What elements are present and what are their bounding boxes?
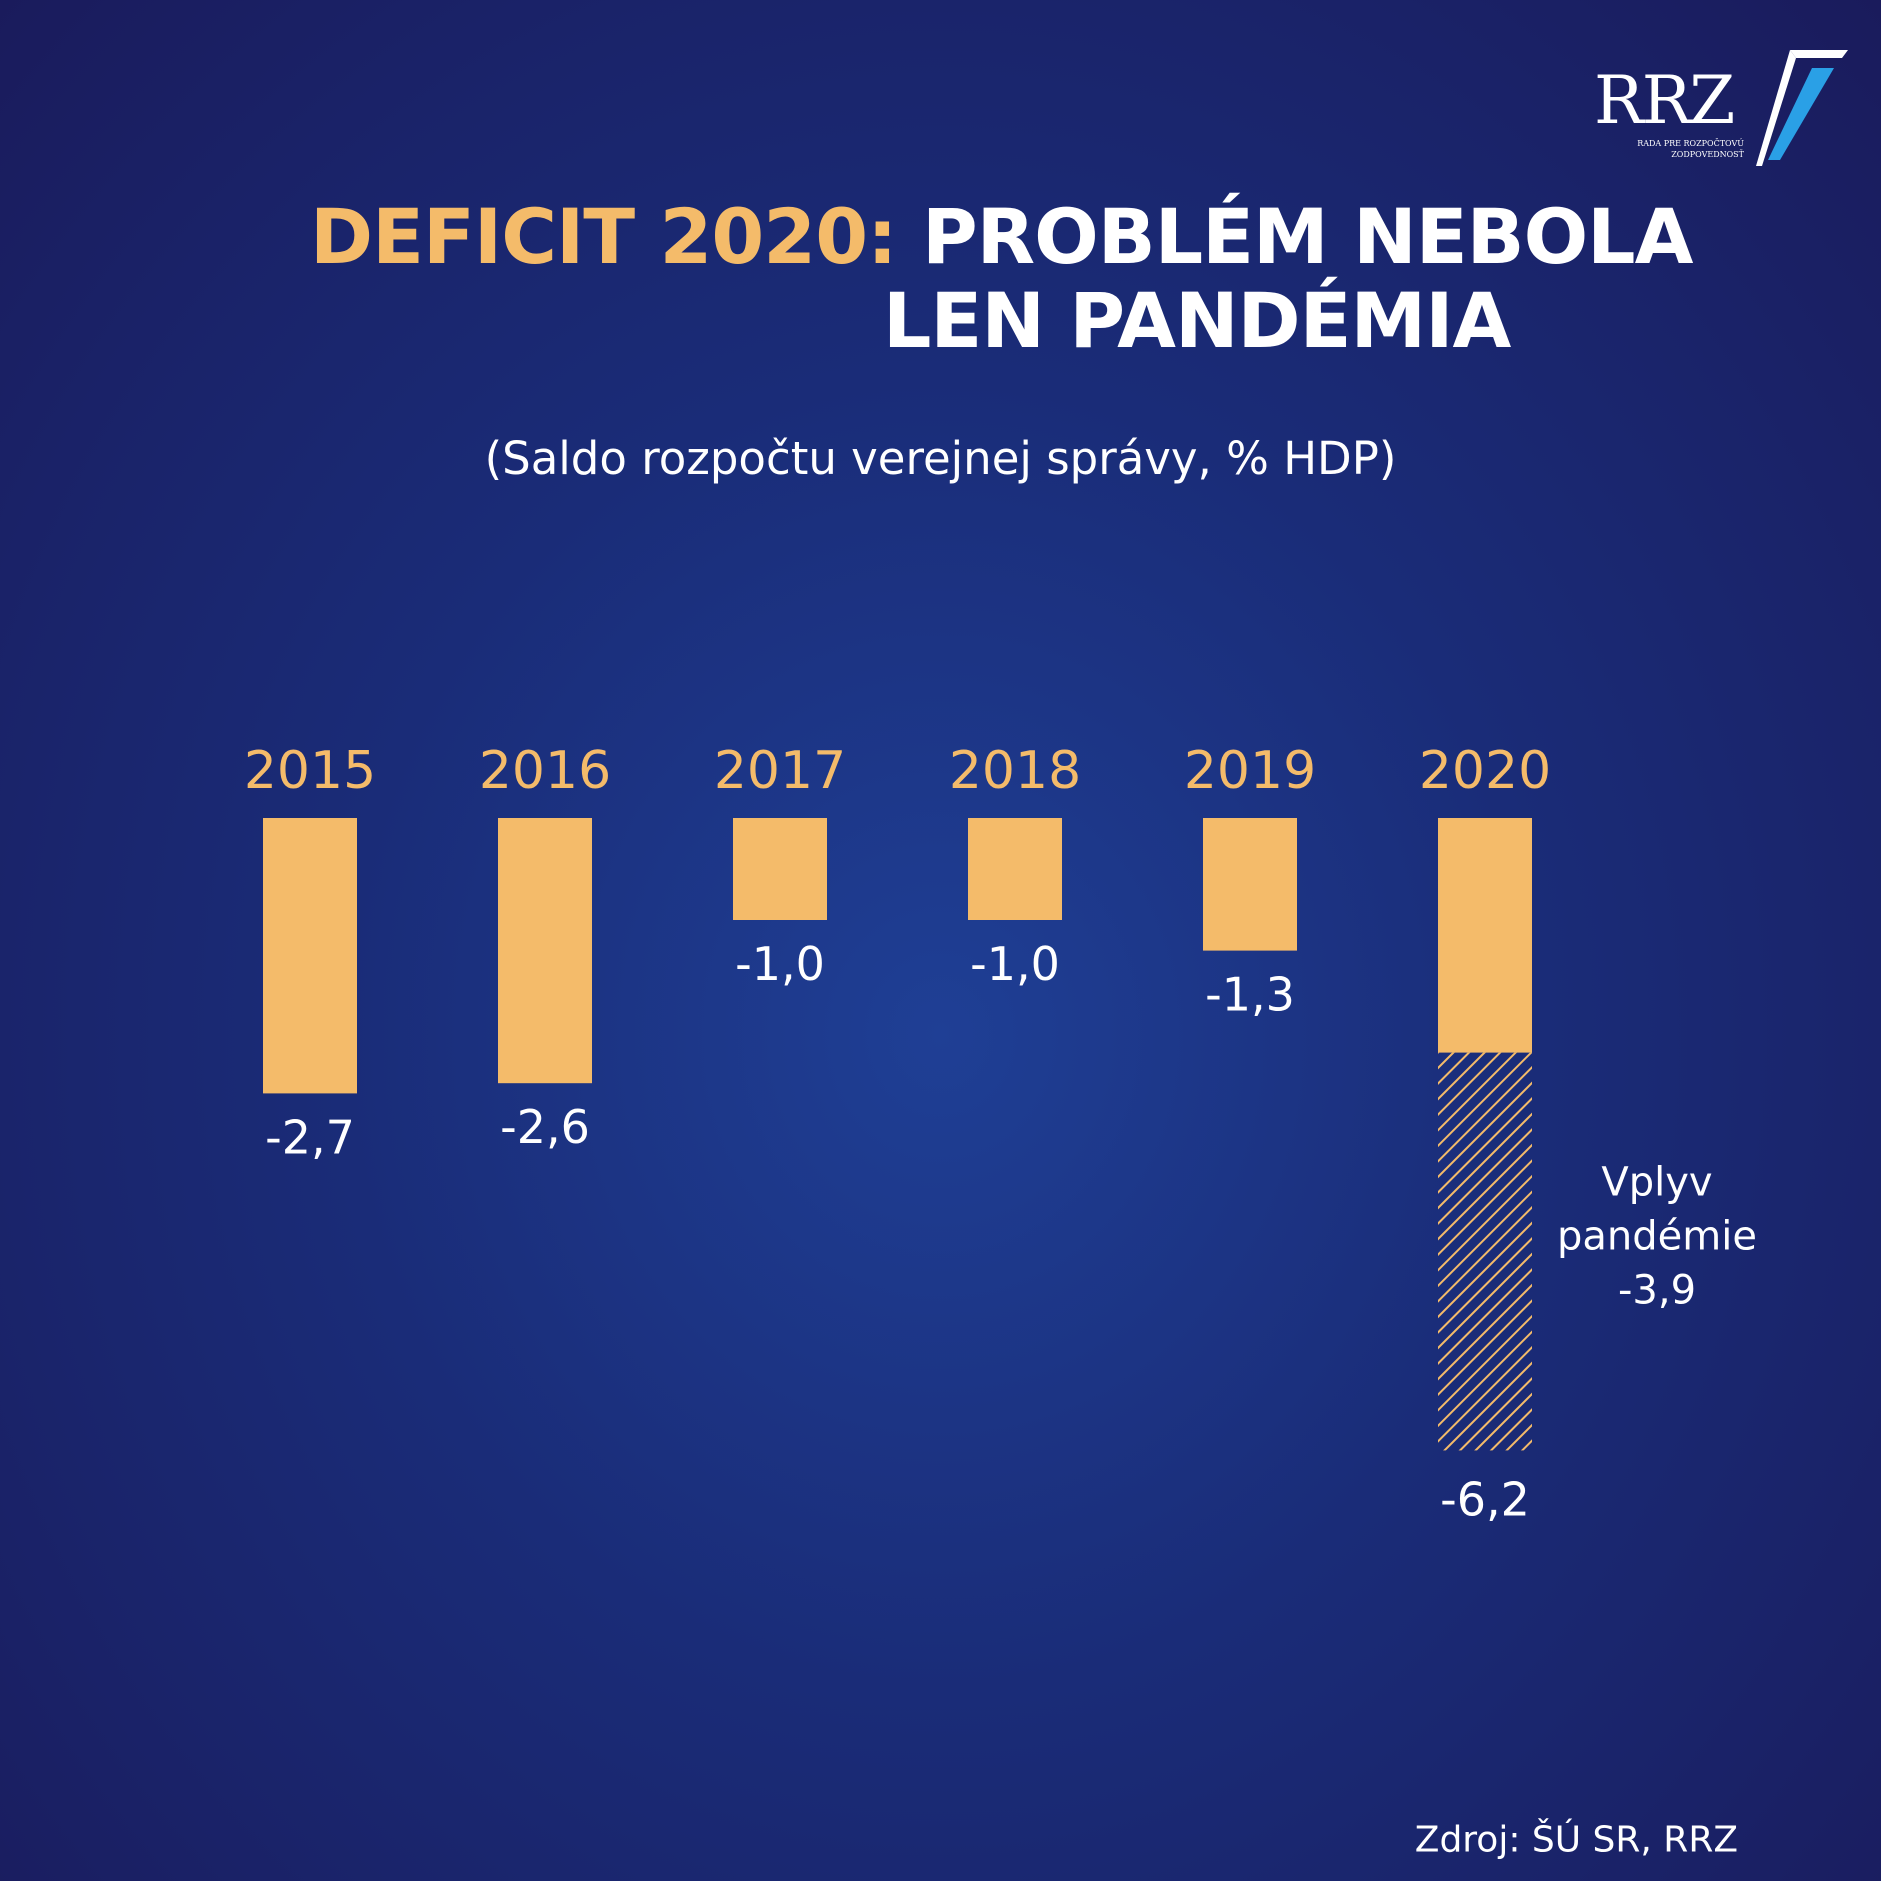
rrz-logo: RRZ RADA PRE ROZPOČTOVÚ ZODPOVEDNOSŤ	[1590, 38, 1860, 178]
value-label-2019: -1,3	[1205, 968, 1295, 1022]
category-label-2017: 2017	[714, 741, 846, 801]
bar-2018	[968, 818, 1062, 920]
logo-text: RRZ	[1594, 62, 1735, 139]
title-line1: PROBLÉM NEBOLA	[921, 192, 1693, 281]
value-label-2020: -6,2	[1440, 1472, 1530, 1526]
title-line2: LEN PANDÉMIA	[883, 276, 1511, 365]
bar-2017	[733, 818, 827, 920]
chart-subtitle: (Saldo rozpočtu verejnej správy, % HDP)	[484, 432, 1397, 485]
category-label-2018: 2018	[949, 741, 1081, 801]
title-accent: DEFICIT 2020:	[310, 192, 897, 281]
bar-2020-base	[1438, 818, 1532, 1053]
annotation-value: -3,9	[1618, 1268, 1696, 1314]
value-label-2017: -1,0	[735, 937, 825, 991]
logo-subtitle-line1: RADA PRE ROZPOČTOVÚ	[1637, 139, 1744, 148]
category-label-2019: 2019	[1184, 741, 1316, 801]
logo-mark-icon	[1756, 50, 1848, 166]
logo-subtitle: RADA PRE ROZPOČTOVÚ ZODPOVEDNOSŤ	[1594, 138, 1744, 160]
bar-2020-pandemic	[1438, 1052, 1532, 1451]
bar-2019	[1203, 818, 1297, 951]
bar-2015	[263, 818, 357, 1094]
annotation-line1: Vplyv	[1601, 1160, 1712, 1206]
chart-title: DEFICIT 2020: PROBLÉM NEBOLA LEN PANDÉMI…	[310, 192, 1693, 365]
logo-subtitle-line2: ZODPOVEDNOSŤ	[1671, 150, 1744, 159]
annotation-line2: pandémie	[1557, 1214, 1757, 1260]
category-label-2016: 2016	[479, 741, 611, 801]
value-label-2018: -1,0	[970, 937, 1060, 991]
category-label-2015: 2015	[244, 741, 376, 801]
value-label-2015: -2,7	[265, 1110, 355, 1164]
source-note: Zdroj: ŠÚ SR, RRZ	[1414, 1819, 1738, 1861]
bar-2016	[498, 818, 592, 1084]
category-label-2020: 2020	[1419, 741, 1551, 801]
value-label-2016: -2,6	[500, 1100, 590, 1154]
